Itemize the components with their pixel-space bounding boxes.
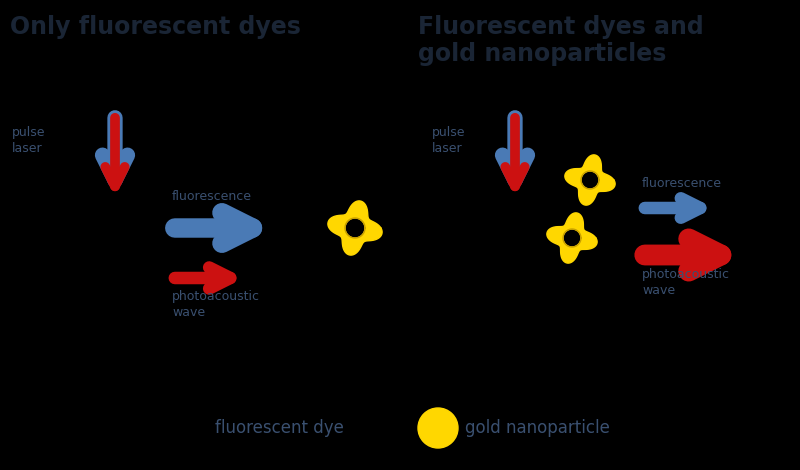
Text: pulse
laser: pulse laser: [432, 125, 466, 155]
Text: pulse
laser: pulse laser: [12, 125, 46, 155]
Text: gold nanoparticle: gold nanoparticle: [465, 419, 610, 437]
Text: fluorescence: fluorescence: [642, 177, 722, 190]
Text: Only fluorescent dyes: Only fluorescent dyes: [10, 15, 301, 39]
Polygon shape: [328, 201, 382, 255]
Text: fluorescent dye: fluorescent dye: [215, 419, 344, 437]
Polygon shape: [565, 155, 615, 205]
Text: photoacoustic
wave: photoacoustic wave: [172, 290, 260, 319]
Text: photoacoustic
wave: photoacoustic wave: [642, 268, 730, 297]
Circle shape: [418, 408, 458, 448]
Polygon shape: [547, 213, 597, 263]
Text: fluorescence: fluorescence: [172, 190, 252, 203]
Text: Fluorescent dyes and
gold nanoparticles: Fluorescent dyes and gold nanoparticles: [418, 15, 704, 66]
